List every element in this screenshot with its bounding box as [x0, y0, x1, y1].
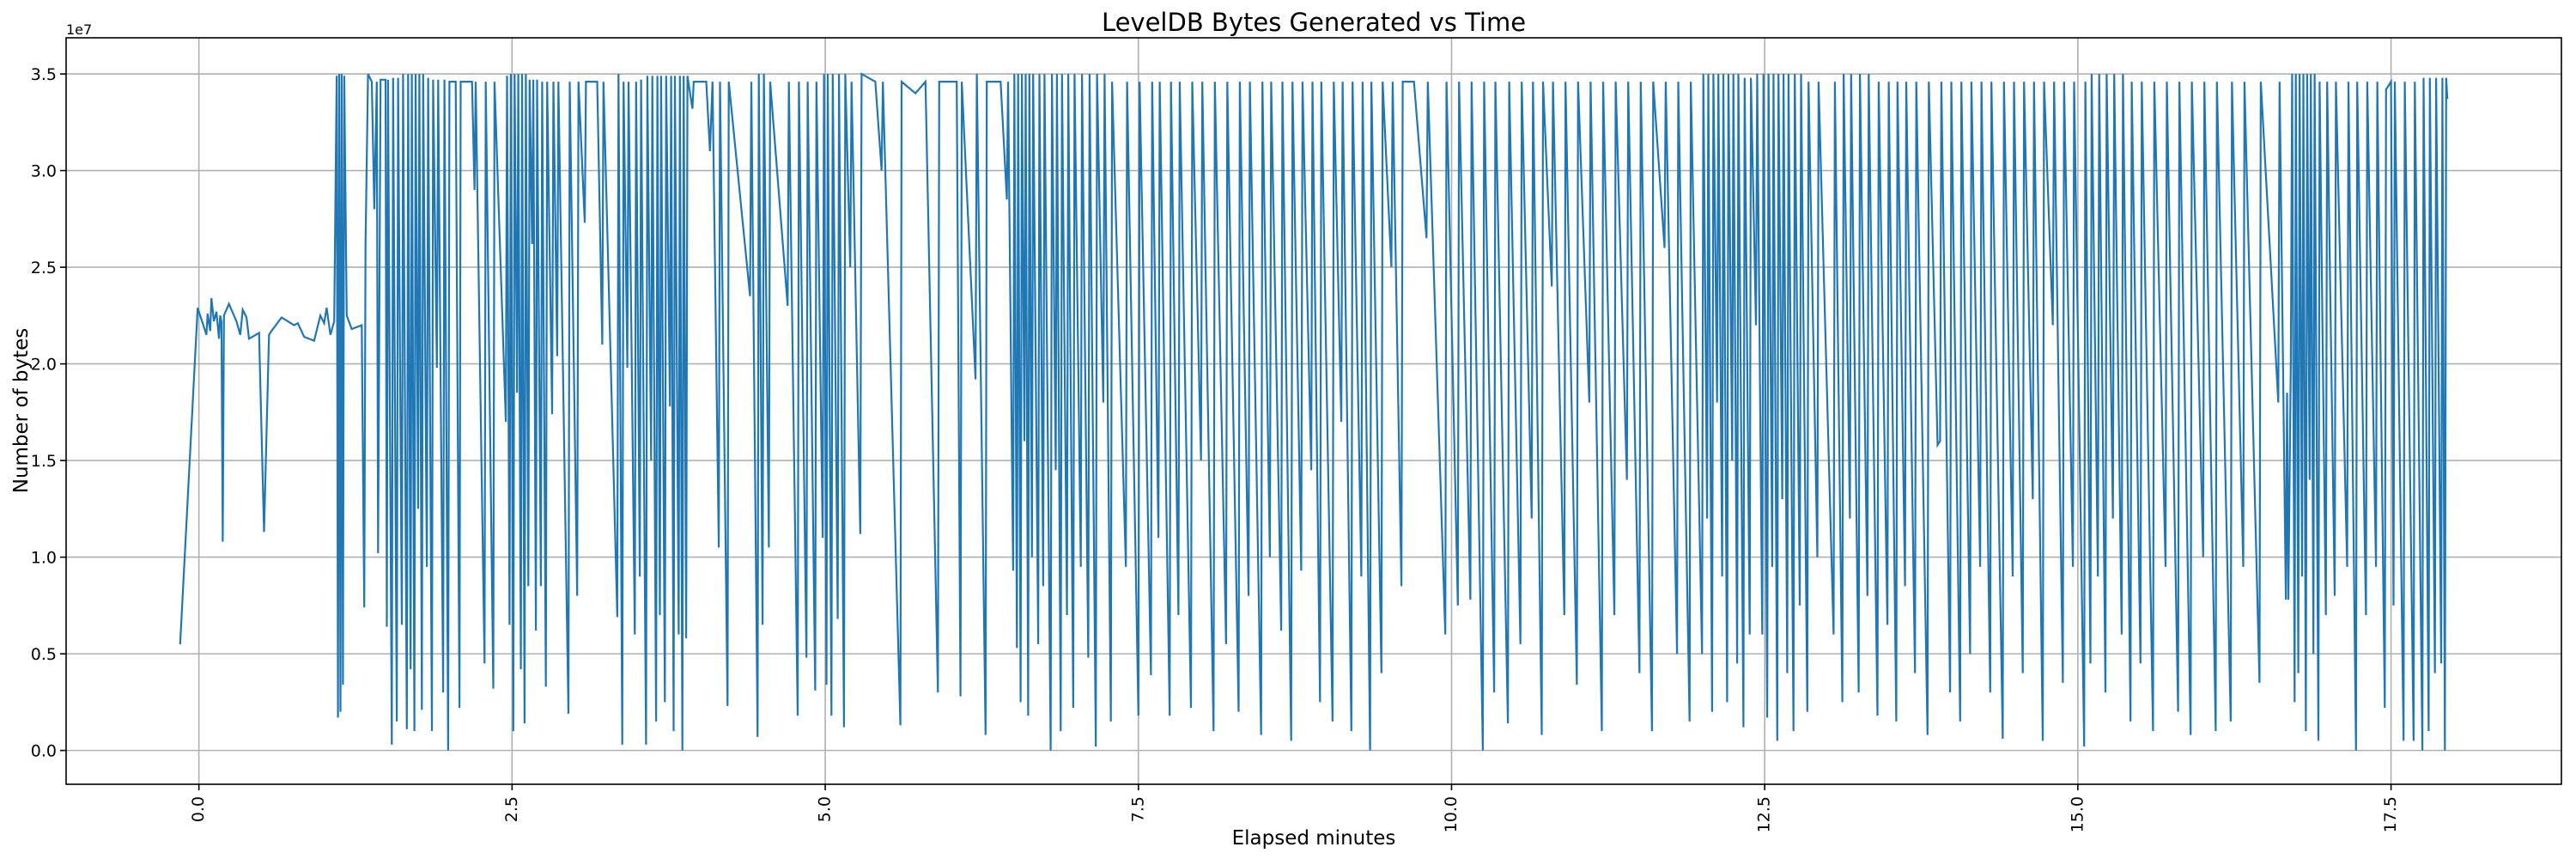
y-tick-label: 2.5	[31, 259, 57, 277]
y-axis-ticks: 0.0 0.5 1.0 1.5 2.0 2.5 3.0 3.5	[31, 65, 66, 761]
plot-frame	[65, 37, 2562, 785]
x-axis-ticks: 0.0 2.5 5.0 7.5 10.0 12.5 15.0 17.5	[189, 784, 2400, 832]
y-tick-label: 3.5	[31, 65, 57, 84]
y-tick-label: 3.0	[31, 162, 57, 181]
chart-title: LevelDB Bytes Generated vs Time	[1102, 8, 1526, 37]
x-tick-label: 15.0	[2068, 796, 2087, 832]
x-tick-label: 2.5	[502, 796, 521, 822]
y-tick-label: 1.5	[31, 452, 57, 471]
x-tick-label: 12.5	[1755, 796, 1774, 832]
x-axis-label: Elapsed minutes	[1232, 827, 1396, 850]
y-tick-label: 0.0	[31, 742, 57, 761]
y-tick-label: 1.0	[31, 549, 57, 568]
x-tick-label: 0.0	[189, 796, 208, 822]
x-tick-label: 5.0	[816, 796, 835, 822]
x-tick-label: 7.5	[1128, 796, 1147, 822]
series-line-bytes	[179, 72, 2449, 751]
x-tick-label: 17.5	[2381, 796, 2400, 832]
y-offset-label: 1e7	[66, 21, 92, 38]
y-axis-label: Number of bytes	[10, 328, 33, 494]
x-tick-label: 10.0	[1442, 796, 1461, 832]
y-tick-label: 0.5	[31, 645, 57, 664]
y-tick-label: 2.0	[31, 356, 57, 375]
